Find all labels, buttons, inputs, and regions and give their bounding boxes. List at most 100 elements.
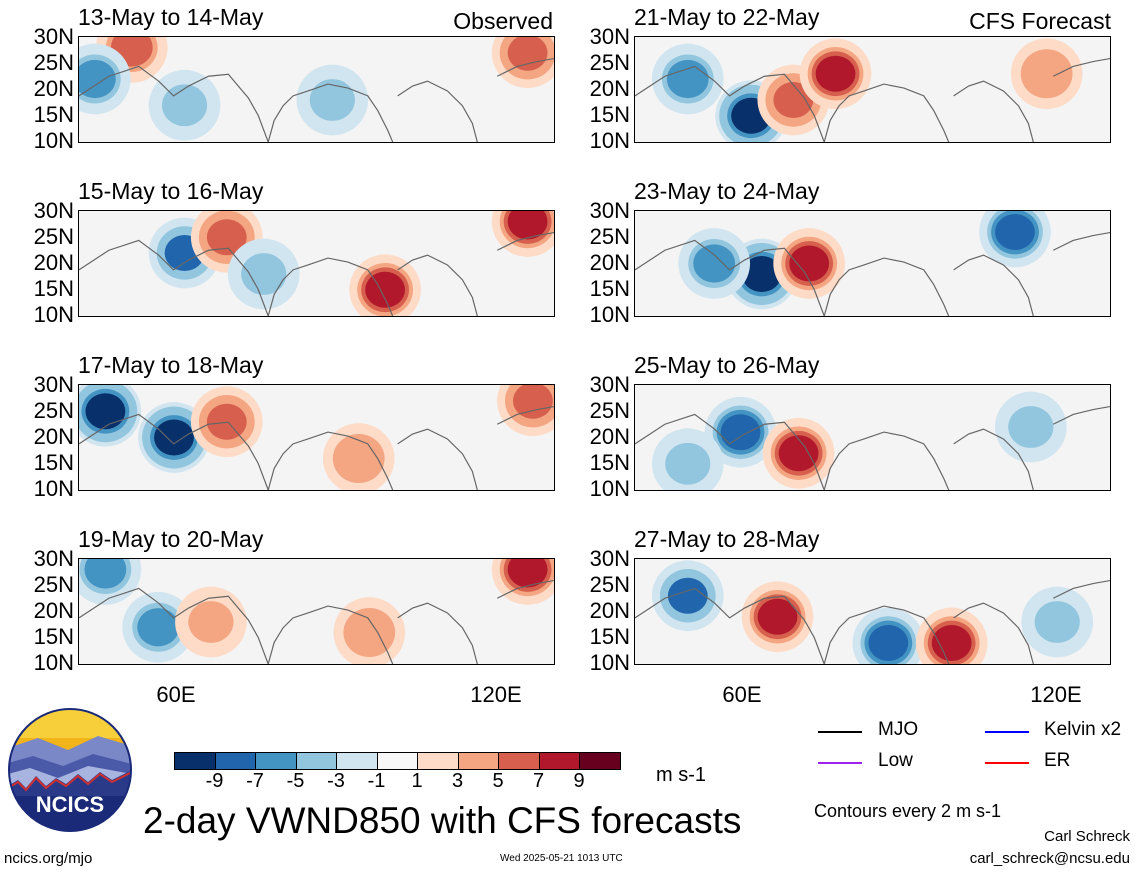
lon-tick-label: 120E <box>470 682 522 707</box>
colorbar-swatch <box>174 752 216 770</box>
coastline <box>635 232 1110 316</box>
anomaly-cell <box>868 624 909 662</box>
coastline <box>79 406 554 490</box>
anomaly-cell <box>1025 54 1068 93</box>
map-heatmap <box>79 385 554 490</box>
legend-label-mjo: MJO <box>878 719 919 740</box>
lon-tick-label: 60E <box>156 682 196 707</box>
lat-tick-label: 20N <box>33 598 74 623</box>
ncics-logo: NCICS <box>8 708 132 832</box>
map-panel <box>634 210 1111 317</box>
map-heatmap <box>635 385 1110 490</box>
lat-tick-label: 20N <box>589 76 630 101</box>
lat-tick-label: 10N <box>33 650 74 675</box>
colorbar-swatch <box>336 752 378 770</box>
lat-tick-label: 15N <box>589 276 630 301</box>
map-panel <box>634 558 1111 665</box>
lat-tick-label: 30N <box>589 24 630 49</box>
anomaly-cell <box>741 255 782 293</box>
anomaly-cell <box>309 79 355 121</box>
colorbar-label: -7 <box>246 770 264 792</box>
lat-tick-label: 20N <box>589 598 630 623</box>
anomaly-cell <box>815 55 856 92</box>
legend-label-kelvin: Kelvin x2 <box>1044 719 1122 740</box>
lat-tick-label: 15N <box>589 450 630 475</box>
anomaly-cell <box>84 559 127 589</box>
lat-tick-label: 25N <box>33 224 74 249</box>
anomaly-cell <box>206 403 247 440</box>
colorbar-swatch <box>295 752 337 770</box>
anomaly-cell <box>206 219 247 256</box>
anomaly-cell <box>665 442 711 485</box>
anomaly-cell <box>778 435 819 472</box>
panel-title: 27-May to 28-May <box>634 526 820 552</box>
panel-title: 25-May to 26-May <box>634 352 820 378</box>
lat-tick-label: 25N <box>589 224 630 249</box>
lat-tick-label: 25N <box>33 572 74 597</box>
map-panel <box>78 384 555 491</box>
panel-title: 13-May to 14-May <box>78 4 264 30</box>
map-panel <box>78 36 555 143</box>
footer-author: Carl Schreck <box>1044 828 1130 845</box>
anomaly-cell <box>85 393 126 430</box>
coastline <box>635 58 1110 142</box>
map-heatmap <box>79 37 554 142</box>
lat-tick-label: 25N <box>33 50 74 75</box>
legend-swatch-low <box>818 762 862 764</box>
lat-tick-label: 10N <box>33 302 74 327</box>
anomaly-cell <box>241 253 287 295</box>
anomaly-cell <box>757 598 798 635</box>
anomaly-cell <box>507 37 548 71</box>
anomaly-cell <box>666 59 709 99</box>
map-heatmap <box>635 37 1110 142</box>
lat-tick-label: 30N <box>589 198 630 223</box>
lat-tick-label: 10N <box>589 128 630 153</box>
colorbar-label: 9 <box>573 770 585 792</box>
lat-tick-label: 20N <box>589 424 630 449</box>
anomaly-cell <box>507 211 548 240</box>
map-heatmap <box>635 211 1110 316</box>
coastline <box>635 406 1110 490</box>
lat-tick-label: 10N <box>589 650 630 675</box>
lat-tick-label: 30N <box>33 372 74 397</box>
panel-title: 21-May to 22-May <box>634 4 820 30</box>
lat-tick-label: 15N <box>33 450 74 475</box>
anomaly-cell <box>365 271 406 308</box>
map-panel <box>78 210 555 317</box>
panel-tag-forecast: CFS Forecast <box>969 8 1111 34</box>
anomaly-cell <box>773 81 814 119</box>
lat-tick-label: 20N <box>589 250 630 275</box>
colorbar-swatch <box>498 752 540 770</box>
lat-tick-label: 25N <box>589 50 630 75</box>
colorbar-swatch <box>376 752 418 770</box>
panel-title: 15-May to 16-May <box>78 178 264 204</box>
map-heatmap <box>79 211 554 316</box>
lat-tick-label: 15N <box>33 624 74 649</box>
anomaly-cell <box>667 577 708 614</box>
lat-tick-label: 15N <box>589 624 630 649</box>
lat-tick-label: 20N <box>33 424 74 449</box>
lat-tick-label: 20N <box>33 250 74 275</box>
map-panel <box>78 558 555 665</box>
legend-swatch-kelvin <box>985 731 1029 733</box>
anomaly-cell <box>931 624 972 662</box>
coastline <box>79 580 554 664</box>
anomaly-cell <box>79 59 116 99</box>
contours-note: Contours every 2 m s-1 <box>814 801 1002 821</box>
map-heatmap <box>79 559 554 664</box>
footer-email: carl_schreck@ncsu.edu <box>969 850 1130 867</box>
colorbar-label: 7 <box>532 770 545 792</box>
legend-swatch-er <box>985 762 1029 764</box>
lat-tick-label: 30N <box>33 198 74 223</box>
anomaly-cell <box>348 613 391 652</box>
lat-tick-label: 10N <box>589 476 630 501</box>
colorbar-label: -1 <box>367 770 386 792</box>
lon-tick-label: 120E <box>1030 682 1082 707</box>
colorbar-label: -9 <box>205 770 224 792</box>
anomaly-cell <box>693 244 736 283</box>
lat-tick-label: 10N <box>33 476 74 501</box>
anomaly-cell <box>137 608 180 647</box>
anomaly-cell <box>789 245 830 282</box>
footer-url: ncics.org/mjo <box>4 850 93 867</box>
colorbar-label: 5 <box>492 770 504 792</box>
